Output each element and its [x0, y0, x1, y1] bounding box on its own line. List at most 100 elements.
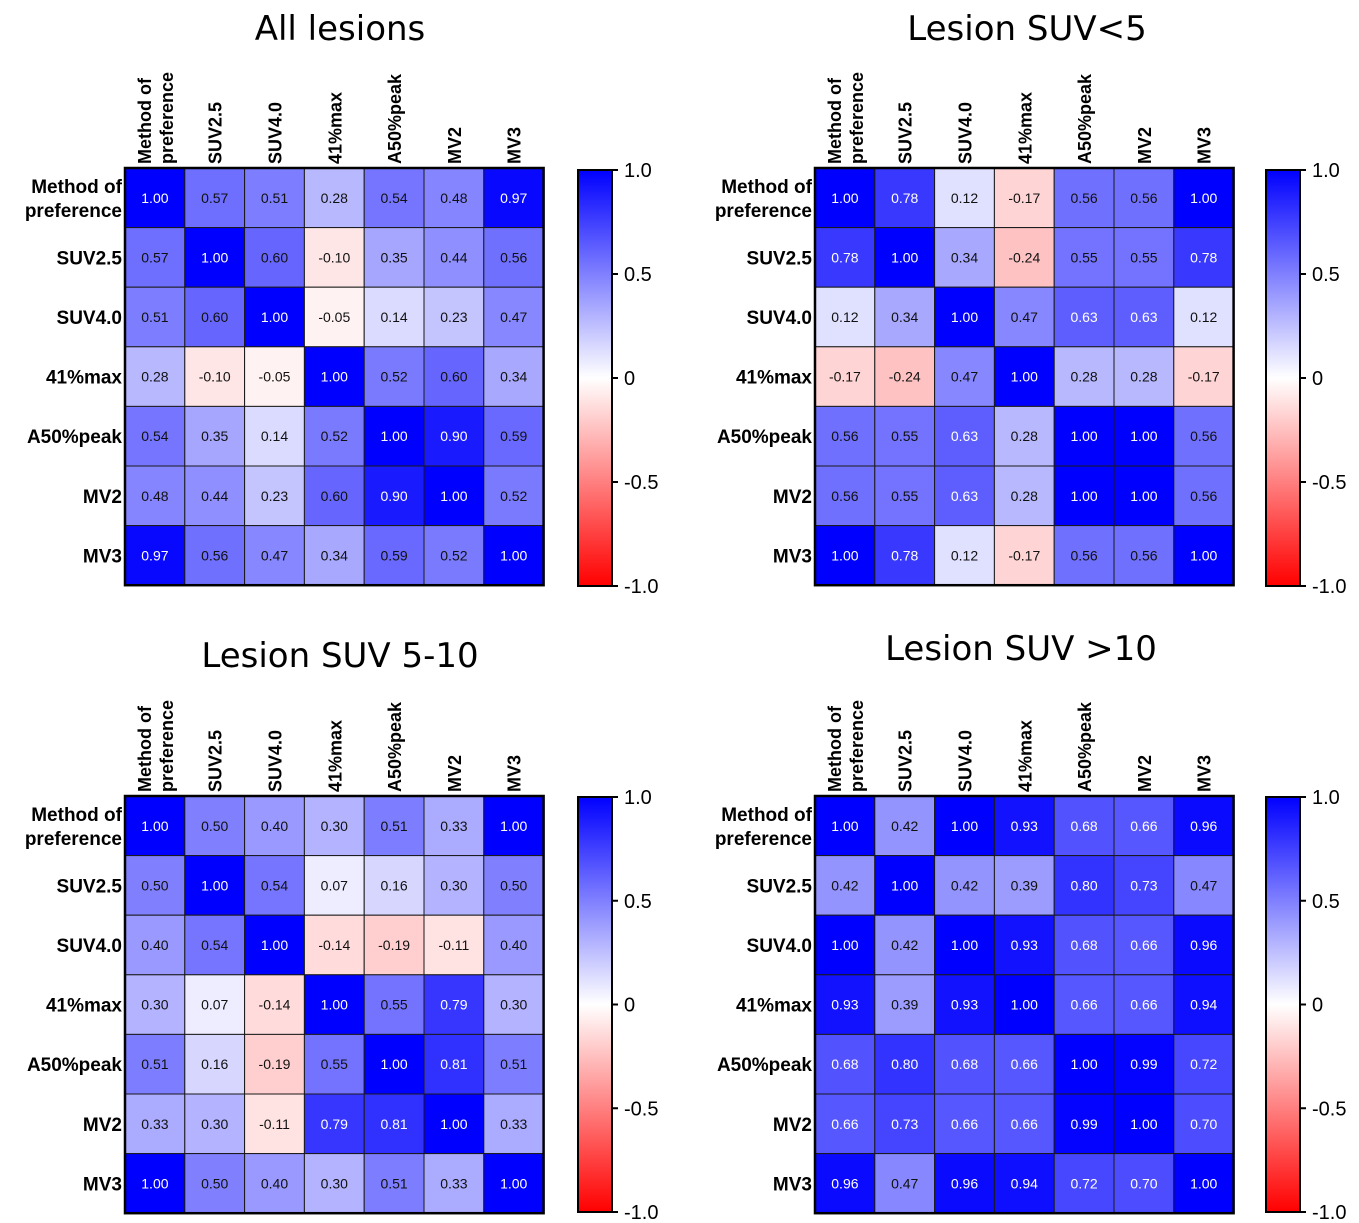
cell-value-label: 0.97: [141, 547, 168, 563]
column-label: Method of preference: [135, 700, 177, 792]
cell-value-label: 0.68: [831, 1056, 858, 1072]
cell-value-label: 0.28: [1011, 428, 1038, 444]
cell-value-label: 0.63: [951, 428, 978, 444]
cell-value-label: 0.93: [1011, 818, 1038, 834]
cell-value-label: 0.78: [831, 249, 858, 265]
colorbar-tick-label: 0.5: [624, 264, 652, 286]
heatmap-cell: [1053, 795, 1115, 857]
heatmap-cell: [874, 855, 936, 916]
row-label: MV3: [773, 546, 812, 567]
colorbar-tick-label: 0: [1312, 995, 1323, 1017]
heatmap-cell: [1113, 1093, 1175, 1155]
cell-value-label: 0.40: [261, 1175, 288, 1191]
heatmap-border: [123, 166, 545, 587]
cell-value-label: 0.96: [831, 1175, 858, 1191]
cell-value-label: 1.00: [380, 1056, 407, 1072]
row-label: Method of preference: [25, 805, 123, 850]
column-label-line: preference: [157, 72, 177, 164]
column-label: SUV4.0: [266, 102, 286, 164]
cell-value-label: 0.55: [1070, 249, 1097, 265]
cell-value-label: 1.00: [891, 877, 918, 893]
heatmap-cell: [184, 465, 246, 527]
heatmap-cell: [934, 227, 995, 288]
row-label: Method of preference: [25, 177, 123, 222]
cell-value-label: 0.73: [891, 1116, 918, 1132]
heatmap-panel: Lesion SUV<51.00 0.78 0.12 -0.17 0.56 0.56 1.0…: [715, 9, 1347, 598]
heatmap-cell: [244, 795, 305, 857]
column-label: SUV2.5: [206, 102, 226, 164]
cell-value-label: 0.51: [500, 1056, 527, 1072]
heatmap-cell: [423, 1093, 485, 1155]
heatmap-cell: [423, 525, 485, 586]
cell-value-label: 0.51: [380, 818, 407, 834]
heatmap-cell: [993, 974, 1055, 1035]
cell-value-label: -0.17: [829, 369, 861, 385]
heatmap-cell: [874, 227, 936, 288]
row-label: SUV2.5: [57, 876, 123, 897]
heatmap-cell: [483, 465, 545, 527]
heatmap-cell: [124, 346, 186, 407]
cell-value-label: 0.07: [201, 997, 228, 1013]
heatmap-cell: [814, 974, 876, 1035]
column-label-line: SUV4.0: [266, 730, 286, 792]
row-label-line: SUV4.0: [747, 936, 812, 957]
cell-value-label: 0.56: [831, 488, 858, 504]
panel-title: Lesion SUV >10: [885, 629, 1157, 669]
cell-value-label: 1.00: [1190, 1175, 1217, 1191]
cell-value-label: 0.47: [500, 309, 527, 325]
cell-value-label: 1.00: [951, 309, 978, 325]
cell-value-label: 0.55: [891, 488, 918, 504]
cell-value-label: -0.05: [259, 369, 291, 385]
row-label: Method of preference: [715, 805, 813, 850]
heatmap-cell: [124, 465, 186, 527]
heatmap-cell: [874, 286, 936, 348]
column-label: MV2: [445, 127, 465, 164]
cell-value-label: 0.57: [141, 249, 168, 265]
heatmap-cell: [423, 855, 485, 916]
cell-value-label: 1.00: [951, 818, 978, 834]
panel-title: Lesion SUV 5-10: [201, 636, 478, 676]
row-label-line: MV2: [773, 487, 812, 508]
cell-value-label: 0.42: [951, 877, 978, 893]
column-label: 41%max: [1015, 92, 1035, 164]
cell-value-label: 0.70: [1190, 1116, 1217, 1132]
colorbar-tick-label: 1.0: [1312, 787, 1340, 809]
row-label: A50%peak: [717, 1055, 812, 1076]
heatmap-cell: [1053, 167, 1115, 229]
heatmap-cell: [934, 914, 995, 976]
row-label-line: 41%max: [736, 368, 812, 389]
row-label-line: A50%peak: [717, 1055, 812, 1076]
heatmap-cell: [483, 855, 545, 916]
cell-value-label: 0.34: [951, 249, 978, 265]
row-label-line: MV3: [773, 546, 812, 567]
row-label-line: preference: [715, 201, 812, 222]
row-label: SUV2.5: [747, 248, 813, 269]
column-label: SUV2.5: [896, 102, 916, 164]
cell-value-label: 0.66: [831, 1116, 858, 1132]
heatmap-cell: [483, 795, 545, 857]
heatmap-cell: [244, 1153, 305, 1214]
cell-value-label: 0.56: [201, 547, 228, 563]
heatmap-border: [123, 794, 545, 1215]
heatmap-cell: [184, 167, 246, 229]
cell-value-label: 0.33: [440, 818, 467, 834]
cell-value-label: 0.51: [141, 1056, 168, 1072]
heatmap-cell: [993, 167, 1055, 229]
column-label-line: SUV2.5: [896, 730, 916, 792]
heatmap-cell: [1173, 167, 1235, 229]
cell-value-label: 1.00: [201, 249, 228, 265]
cell-value-label: 0.33: [141, 1116, 168, 1132]
colorbar-tick-label: -0.5: [1312, 472, 1346, 494]
cell-value-label: 0.52: [321, 428, 348, 444]
heatmap-cell: [1053, 286, 1115, 348]
column-label: MV3: [1195, 755, 1215, 792]
heatmap-cell: [874, 974, 936, 1035]
cell-value-label: 1.00: [261, 937, 288, 953]
cell-value-label: 0.94: [1011, 1175, 1038, 1191]
row-label: MV2: [773, 487, 812, 508]
cell-value-label: 0.35: [380, 249, 407, 265]
heatmap-cell: [423, 974, 485, 1035]
heatmap-cell: [423, 1033, 485, 1095]
row-label: 41%max: [736, 368, 812, 389]
